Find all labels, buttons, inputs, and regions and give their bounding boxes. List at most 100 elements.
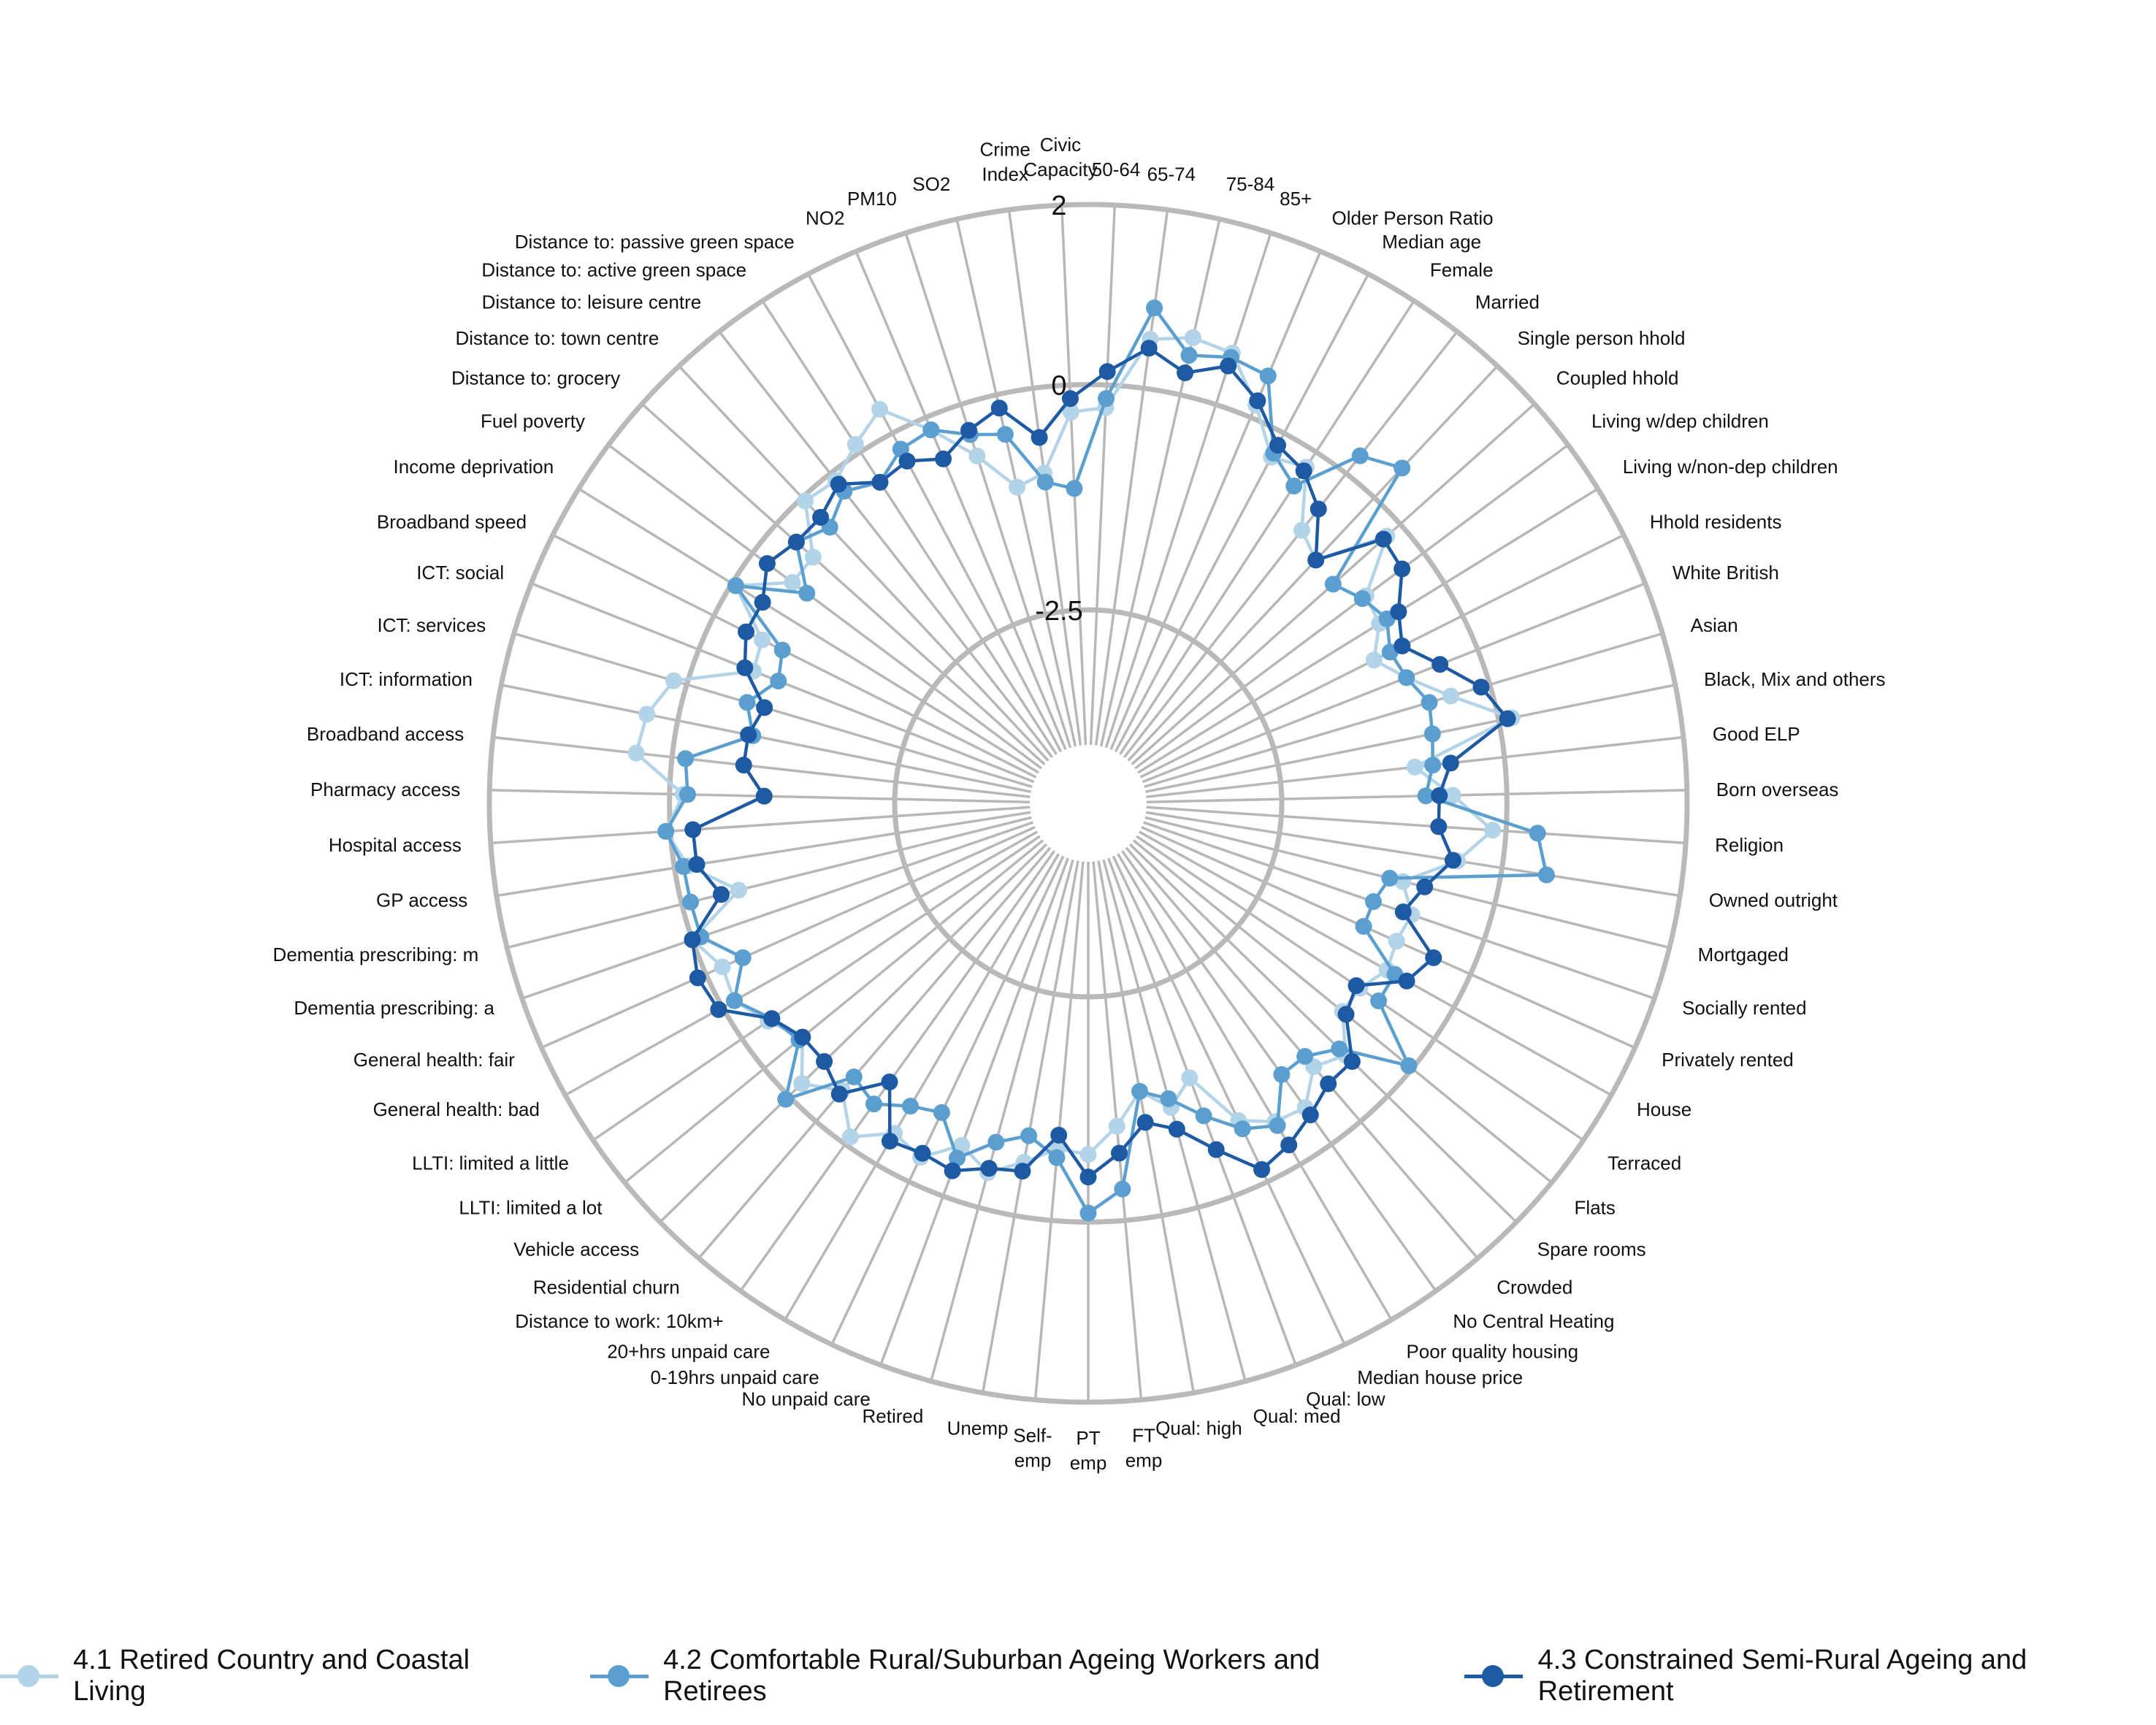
legend-label-4-1: 4.1 Retired Country and Coastal Living	[73, 1645, 470, 1707]
spoke-65-74	[1094, 209, 1169, 746]
point-3-85	[1220, 357, 1237, 375]
spoke-distance-to-grocery	[641, 402, 1046, 765]
point-1-distance-to-active-green-space	[846, 436, 864, 454]
point-3-qual-low	[1207, 1141, 1225, 1158]
spoke-female	[1119, 300, 1415, 755]
axis-label-hospital-access: Hospital access	[329, 834, 462, 856]
spoke-living-w-non-dep-children	[1137, 487, 1599, 774]
axis-label-income-deprivation: Income deprivation	[394, 456, 554, 478]
point-3-no-central-heating	[1301, 1106, 1319, 1124]
point-2-broadband-speed	[773, 641, 791, 659]
point-2-unemp	[1020, 1127, 1038, 1144]
point-3-single-person-hhold	[1307, 551, 1325, 569]
point-2-0-19hrs-unpaid-care	[933, 1104, 950, 1121]
point-1-ict-information	[638, 705, 656, 723]
point-2-asian	[1421, 694, 1438, 711]
point-3-qual-high	[1136, 1114, 1154, 1131]
point-1-distance-to-work-10km	[841, 1128, 859, 1146]
axis-label-socially-rented: Socially rented	[1682, 997, 1807, 1019]
point-2-living-w-dep-children	[1353, 590, 1371, 608]
axis-label-so2: SO2	[912, 173, 950, 195]
point-2-so2	[996, 426, 1014, 443]
axis-label-flats: Flats	[1575, 1197, 1616, 1219]
point-2-income-deprivation	[727, 577, 744, 594]
point-3-crime-index	[1031, 429, 1048, 446]
point-3-hospital-access	[684, 821, 702, 838]
axis-label-black-mix-and-others: Black, Mix and others	[1704, 668, 1886, 690]
point-3-socially-rented	[1394, 903, 1412, 921]
legend-key-4-2	[589, 1665, 649, 1687]
point-3-pm10	[960, 421, 978, 439]
point-2-fuel-poverty	[798, 584, 816, 602]
spoke-general-health-bad	[565, 830, 1038, 1097]
axis-label-unemp: Unemp	[947, 1418, 1009, 1439]
point-1-vehicle-access	[793, 1075, 811, 1093]
point-3-distance-to-active-green-space	[871, 473, 889, 491]
spoke-75-84	[1099, 218, 1221, 747]
point-2-qual-high	[1131, 1082, 1149, 1100]
point-1-no-unpaid-care	[953, 1136, 971, 1154]
axis-label-qual-high: Qual: high	[1155, 1418, 1242, 1439]
point-2-single-person-hhold	[1394, 459, 1411, 477]
grid-ring-2-5	[892, 607, 1285, 1000]
point-2-gp-access	[675, 858, 692, 876]
axis-label-coupled-hhold: Coupled hhold	[1556, 367, 1679, 389]
axis-label-broadband-access: Broadband access	[307, 723, 464, 745]
point-1-dementia-prescribing-m	[730, 881, 747, 899]
spoke-dementia-prescribing-m	[506, 816, 1032, 949]
axis-label-broadband-speed: Broadband speed	[377, 511, 527, 533]
point-3-distance-to-work-10km	[881, 1073, 898, 1090]
point-3-pharmacy-access	[755, 787, 773, 805]
grid-label-0: 0	[1051, 371, 1066, 402]
spoke-broadband-access	[492, 735, 1031, 798]
axis-label-older-person-ratio: Older Person Ratio	[1331, 207, 1493, 229]
axis-label-house: House	[1637, 1098, 1691, 1120]
point-1-75-84	[1184, 329, 1201, 346]
point-2-pharmacy-access	[678, 786, 696, 803]
point-3-distance-to-leisure-centre	[830, 475, 847, 493]
axis-label-75-84: 75-84	[1226, 173, 1275, 195]
point-3-terraced	[1348, 977, 1365, 995]
point-2-ft-emp	[1114, 1180, 1131, 1198]
point-3-median-age	[1269, 437, 1287, 454]
spoke-llti-limited-a-lot	[624, 839, 1044, 1184]
grid-value-labels: 2 0 -2.5	[1035, 191, 1082, 627]
point-2-black-mix-and-others	[1423, 725, 1441, 743]
spoke-distance-to-leisure-centre	[718, 331, 1054, 759]
axis-label-distance-to-grocery: Distance to: grocery	[451, 367, 620, 389]
point-3-distance-to-town-centre	[812, 508, 830, 526]
spoke-0-19hrs-unpaid-care	[830, 855, 1065, 1345]
legend-dot-4-3	[1482, 1665, 1505, 1687]
point-3-pt-emp	[1079, 1169, 1097, 1186]
axis-label-20-hrs-unpaid-care: 20+hrs unpaid care	[607, 1341, 770, 1363]
point-2-self-emp	[1048, 1149, 1066, 1166]
point-2-owned-outright	[1537, 866, 1555, 884]
point-1-married	[1293, 521, 1310, 539]
axis-label-dementia-prescribing-a: Dementia prescribing: a	[294, 997, 494, 1019]
spoke-unemp	[981, 860, 1079, 1393]
point-3-unemp	[1014, 1163, 1031, 1180]
point-3-65-74	[1140, 340, 1158, 357]
point-1-fuel-poverty	[784, 573, 801, 591]
legend-key-4-3	[1464, 1665, 1524, 1687]
point-2-vehicle-access	[777, 1090, 795, 1108]
point-3-dementia-prescribing-a	[684, 931, 701, 949]
spoke-gp-access	[496, 811, 1031, 898]
spoke-pm10	[904, 232, 1072, 749]
point-2-terraced	[1370, 992, 1388, 1009]
axis-label-crowded: Crowded	[1496, 1276, 1572, 1298]
point-2-50-64	[1098, 390, 1115, 408]
point-2-religion	[1529, 825, 1546, 842]
spoke-black-mix-and-others	[1145, 684, 1676, 793]
point-3-hhold-residents	[1394, 638, 1411, 655]
point-3-residential-churn	[830, 1085, 848, 1103]
axis-label-poor-quality-housing: Poor quality housing	[1406, 1341, 1578, 1363]
point-1-qual-low	[1181, 1069, 1199, 1087]
spoke-ict-information	[500, 684, 1031, 793]
axis-label-living-w-dep-children: Living w/dep children	[1591, 410, 1769, 432]
axis-label-good-elp: Good ELP	[1713, 723, 1800, 745]
point-3-income-deprivation	[754, 594, 771, 611]
point-3-ict-information	[740, 726, 757, 743]
point-3-older-person-ratio	[1249, 392, 1266, 410]
